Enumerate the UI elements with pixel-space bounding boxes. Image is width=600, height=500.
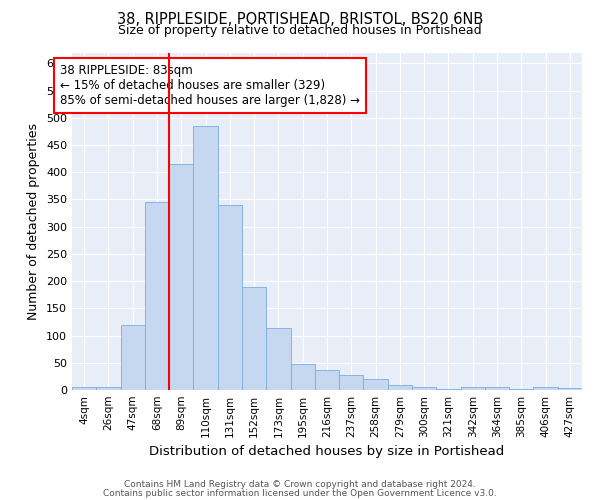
Bar: [96, 386, 121, 390]
Bar: [364, 379, 388, 390]
Bar: [461, 388, 485, 390]
Bar: [266, 328, 290, 390]
Y-axis label: Number of detached properties: Number of detached properties: [28, 122, 40, 320]
Bar: [558, 388, 582, 390]
Bar: [72, 386, 96, 390]
Bar: [169, 164, 193, 390]
Bar: [509, 389, 533, 390]
Bar: [145, 202, 169, 390]
Text: 38, RIPPLESIDE, PORTISHEAD, BRISTOL, BS20 6NB: 38, RIPPLESIDE, PORTISHEAD, BRISTOL, BS2…: [117, 12, 483, 28]
Text: Size of property relative to detached houses in Portishead: Size of property relative to detached ho…: [118, 24, 482, 37]
Bar: [412, 388, 436, 390]
Bar: [533, 388, 558, 390]
Bar: [485, 388, 509, 390]
Bar: [121, 324, 145, 390]
Bar: [193, 126, 218, 390]
Bar: [242, 286, 266, 390]
Bar: [315, 370, 339, 390]
Text: Contains HM Land Registry data © Crown copyright and database right 2024.: Contains HM Land Registry data © Crown c…: [124, 480, 476, 489]
Bar: [218, 205, 242, 390]
Bar: [436, 389, 461, 390]
Bar: [388, 385, 412, 390]
X-axis label: Distribution of detached houses by size in Portishead: Distribution of detached houses by size …: [149, 446, 505, 458]
Text: 38 RIPPLESIDE: 83sqm
← 15% of detached houses are smaller (329)
85% of semi-deta: 38 RIPPLESIDE: 83sqm ← 15% of detached h…: [60, 64, 360, 108]
Text: Contains public sector information licensed under the Open Government Licence v3: Contains public sector information licen…: [103, 488, 497, 498]
Bar: [339, 376, 364, 390]
Bar: [290, 364, 315, 390]
